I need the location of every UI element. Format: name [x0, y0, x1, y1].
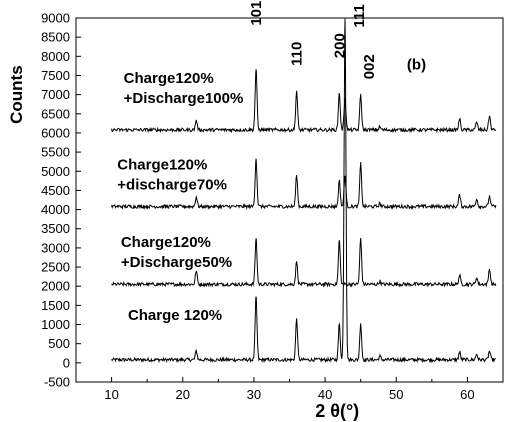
peak-label: 110 — [289, 42, 306, 66]
y-tick-label: 3500 — [41, 221, 70, 236]
series-3 — [111, 69, 497, 134]
series-0 — [111, 18, 497, 364]
x-tick-label: 60 — [460, 387, 474, 402]
y-tick-label: 9000 — [41, 11, 70, 26]
y-tick-label: 4500 — [41, 183, 70, 198]
y-tick-label: 8500 — [41, 30, 70, 45]
series-label: Charge 120% — [128, 307, 222, 324]
series-label: Charge120% — [117, 156, 207, 173]
y-tick-label: 7500 — [41, 68, 70, 83]
series-label: Charge120% — [124, 70, 214, 87]
peak-label: 200 — [331, 33, 348, 58]
y-tick-label: 1000 — [41, 317, 70, 332]
x-tick-label: 20 — [176, 387, 190, 402]
series-label: +discharge70% — [117, 176, 227, 193]
y-tick-label: 0 — [63, 355, 70, 370]
x-tick-label: 50 — [389, 387, 403, 402]
y-tick-label: -500 — [44, 375, 70, 390]
peak-label: 111 — [351, 4, 368, 27]
axes: -500 0 500 1000 1500 2000 2500 3000 3500 4000 4500… — [7, 11, 504, 421]
series-label: +Discharge100% — [124, 90, 244, 107]
series-label: +Discharge50% — [121, 254, 232, 271]
series-line — [111, 18, 497, 364]
peak-label: 101 — [248, 1, 265, 26]
x-axis-title: 2 θ(°) — [315, 401, 359, 421]
y-tick-label: 8000 — [41, 49, 70, 64]
y-axis-title: Counts — [7, 65, 26, 124]
panel-label: (b) — [407, 57, 426, 74]
y-tick-label: 6500 — [41, 106, 70, 121]
series-1 — [111, 237, 497, 288]
x-tick-label: 30 — [247, 387, 261, 402]
y-tick-label: 7000 — [41, 87, 70, 102]
y-tick-label: 2000 — [41, 279, 70, 294]
y-tick-label: 5000 — [41, 164, 70, 179]
peak-label: 002 — [361, 54, 378, 79]
y-tick-label: 3000 — [41, 240, 70, 255]
x-tick-label: 10 — [104, 387, 118, 402]
y-tick-label: 4000 — [41, 202, 70, 217]
y-tick-label: 1500 — [41, 298, 70, 313]
series-2 — [111, 158, 497, 211]
y-tick-label: 6000 — [41, 125, 70, 140]
x-tick-label: 40 — [318, 387, 332, 402]
labels-layer: Charge 120% Charge120% +Discharge50% Charge… — [117, 1, 426, 324]
series-line — [111, 69, 497, 134]
y-tick-label: 5500 — [41, 145, 70, 160]
series-label: Charge120% — [121, 234, 211, 251]
series-line — [111, 237, 497, 288]
series-line — [111, 158, 497, 211]
y-tick-label: 2500 — [41, 260, 70, 275]
series-layer — [111, 18, 497, 364]
y-tick-label: 500 — [48, 336, 70, 351]
